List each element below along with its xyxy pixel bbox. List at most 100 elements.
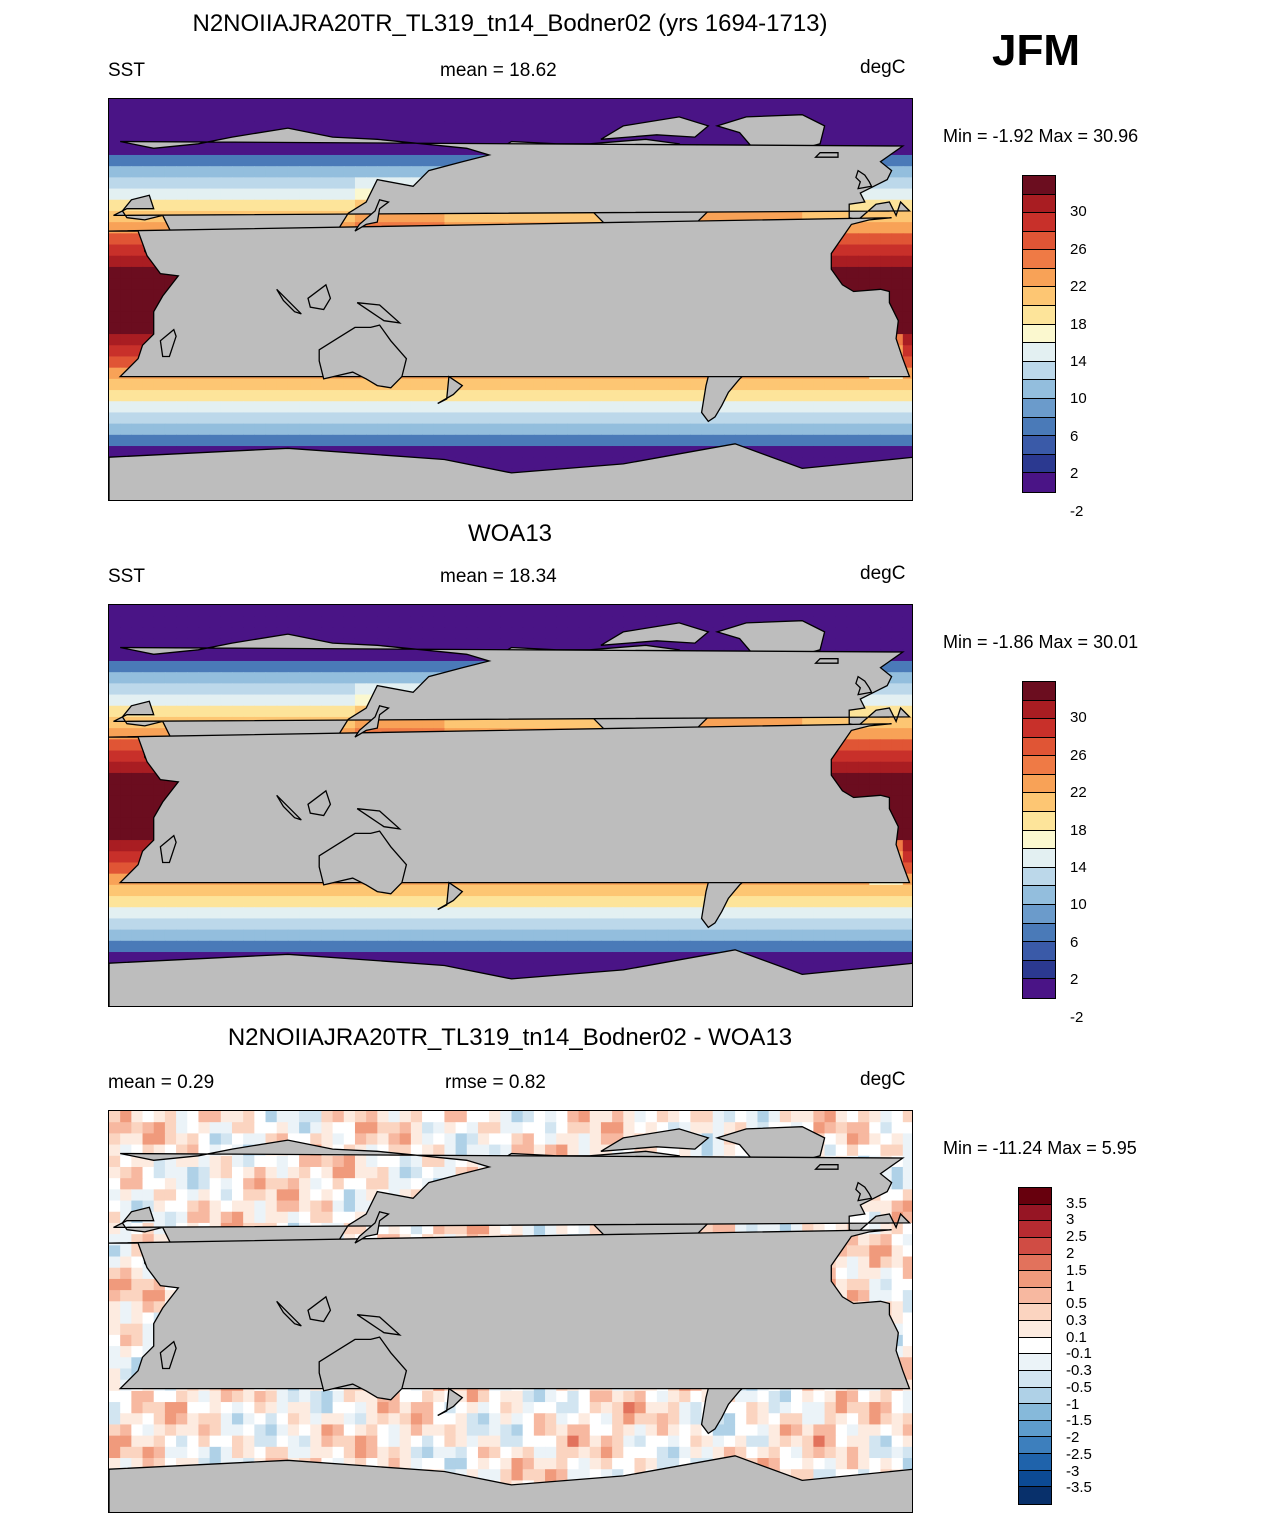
colorbar-segment [1023, 306, 1055, 325]
colorbar-tick-label: -3 [1066, 1462, 1080, 1480]
colorbar-segment [1023, 436, 1055, 455]
land-new-guinea [356, 808, 402, 830]
colorbar-tick-label: 0.1 [1066, 1328, 1087, 1346]
land-masses [109, 620, 912, 1006]
colorbar-tick-label: -2.5 [1066, 1445, 1092, 1463]
land-masses [109, 114, 912, 500]
panel-2-units-label: degC [860, 563, 906, 584]
colorbar-segment [1023, 176, 1055, 195]
land-africa [109, 217, 911, 378]
colorbar-segment [1019, 1437, 1051, 1454]
colorbar-segment [1019, 1337, 1051, 1355]
panel-2-title: WOA13 [467, 520, 553, 547]
colorbar-segment [1023, 756, 1055, 775]
colorbar-segment [1019, 1470, 1051, 1488]
panel-3-map [108, 1110, 913, 1513]
panel-2-map-svg [109, 605, 912, 1006]
land-britain [855, 675, 873, 696]
land-new-zealand [437, 1387, 464, 1417]
land-borneo [307, 1295, 332, 1323]
land-new-guinea [356, 1314, 402, 1336]
panel-3-mean-label: mean = 0.29 [108, 1072, 215, 1093]
panel-3-title: N2NOIIAJRA20TR_TL319_tn14_Bodner02 - WOA… [227, 1024, 793, 1051]
land-new-guinea [356, 302, 402, 324]
colorbar-segment [1023, 417, 1055, 437]
panel-3-units-label: degC [860, 1069, 906, 1090]
panel-3-rmse-label: rmse = 0.82 [445, 1072, 546, 1093]
colorbar-segment [1023, 979, 1055, 998]
colorbar-tick-label: 22 [1070, 278, 1087, 296]
colorbar-segment [1023, 812, 1055, 831]
panel-3-map-svg [109, 1111, 912, 1512]
land-australia [318, 1336, 408, 1401]
land-britain [855, 169, 873, 190]
colorbar-tick-label: 26 [1070, 746, 1087, 764]
land-madagascar [159, 1340, 177, 1370]
colorbar-tick-label: 3.5 [1066, 1194, 1087, 1212]
colorbar-segment [1023, 886, 1055, 905]
land-sumatra [276, 794, 302, 821]
land-iceland [814, 152, 839, 158]
colorbar-tick-label: -0.5 [1066, 1378, 1092, 1396]
panel-1-colorbar-ticks: 30 26 22 18 14 10 6 2 -2 [1070, 175, 1130, 519]
colorbar-segment [1023, 250, 1055, 269]
land-australia [318, 324, 408, 389]
colorbar-segment [1019, 1354, 1051, 1371]
colorbar-segment [1023, 287, 1055, 307]
panel-2-colorbar [1022, 681, 1056, 999]
colorbar-segment [1023, 849, 1055, 868]
colorbar-segment [1019, 1487, 1051, 1504]
colorbar-segment [1023, 194, 1055, 214]
land-japan [354, 1211, 390, 1244]
colorbar-tick-label: 0.3 [1066, 1311, 1087, 1329]
colorbar-tick-label: 6 [1070, 427, 1079, 445]
colorbar-segment [1023, 454, 1055, 474]
land-britain [855, 1181, 873, 1202]
colorbar-tick-label: 22 [1070, 784, 1087, 802]
land-canadian-arctic [600, 1128, 710, 1152]
colorbar-segment [1023, 682, 1055, 701]
colorbar-tick-label: 1 [1066, 1278, 1075, 1296]
colorbar-segment [1023, 793, 1055, 813]
land-borneo [307, 789, 332, 817]
colorbar-segment [1023, 473, 1055, 492]
land-sumatra [276, 1300, 302, 1327]
land-antarctica [109, 949, 912, 1006]
colorbar-tick-label: 3 [1066, 1211, 1075, 1229]
land-japan [354, 705, 390, 738]
panel-1-map-svg [109, 99, 912, 500]
colorbar-tick-label: -2 [1066, 1429, 1080, 1447]
colorbar-tick-label: 26 [1070, 240, 1087, 258]
colorbar-segment [1023, 923, 1055, 943]
colorbar-tick-label: -1 [1066, 1395, 1080, 1413]
colorbar-tick-label: 6 [1070, 933, 1079, 951]
colorbar-tick-label: 14 [1070, 859, 1087, 877]
colorbar-segment [1019, 1188, 1051, 1205]
land-antarctica [109, 443, 912, 500]
colorbar-segment [1019, 1321, 1051, 1338]
panel-1-title: N2NOIIAJRA20TR_TL319_tn14_Bodner02 (yrs … [192, 10, 828, 37]
colorbar-segment [1019, 1237, 1051, 1255]
colorbar-segment [1019, 1254, 1051, 1272]
panel-3-colorbar [1018, 1187, 1052, 1505]
panel-3-minmax: Min = -11.24 Max = 5.95 [943, 1138, 1137, 1158]
panel-1-map [108, 98, 913, 501]
colorbar-segment [1023, 268, 1055, 288]
colorbar-segment [1023, 361, 1055, 381]
colorbar-segment [1019, 1454, 1051, 1471]
colorbar-segment [1023, 960, 1055, 980]
colorbar-tick-label: 2 [1066, 1244, 1075, 1262]
panel-1-mean-label: mean = 18.62 [440, 60, 557, 81]
colorbar-segment [1019, 1287, 1051, 1305]
colorbar-tick-label: -2 [1070, 502, 1084, 520]
panel-1-minmax: Min = -1.92 Max = 30.96 [943, 126, 1139, 146]
colorbar-tick-label: 2 [1070, 971, 1079, 989]
colorbar-segment [1023, 830, 1055, 850]
colorbar-segment [1023, 867, 1055, 887]
colorbar-segment [1023, 213, 1055, 232]
land-canadian-arctic [600, 116, 710, 140]
panel-2-minmax: Min = -1.86 Max = 30.01 [943, 632, 1139, 652]
land-iceland [814, 658, 839, 664]
colorbar-tick-label: -0.3 [1066, 1362, 1092, 1380]
colorbar-segment [1019, 1204, 1051, 1222]
